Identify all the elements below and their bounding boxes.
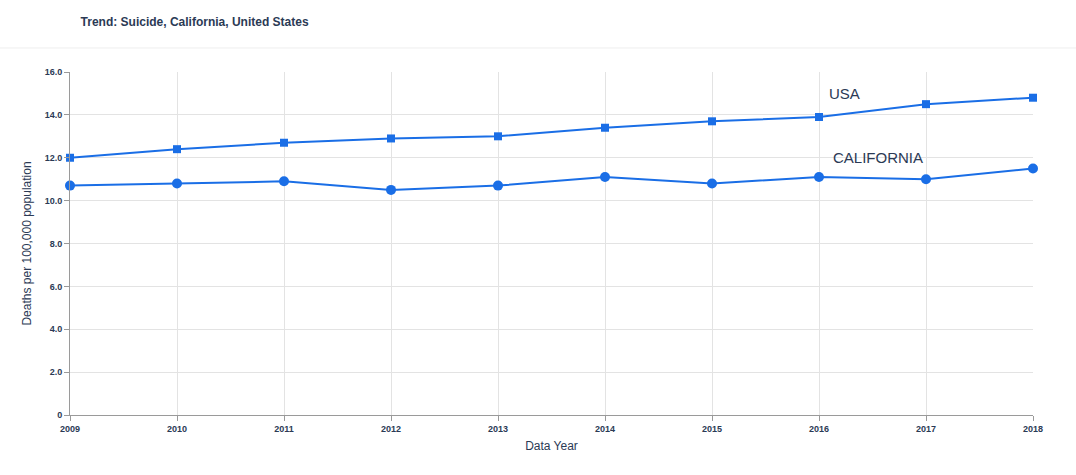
svg-text:2014: 2014 bbox=[595, 424, 615, 434]
svg-text:14.0: 14.0 bbox=[45, 110, 63, 120]
svg-text:2.0: 2.0 bbox=[50, 367, 63, 377]
svg-text:6.0: 6.0 bbox=[50, 282, 63, 292]
svg-text:USA: USA bbox=[829, 85, 860, 102]
svg-text:2017: 2017 bbox=[916, 424, 936, 434]
svg-text:2010: 2010 bbox=[167, 424, 187, 434]
svg-text:2013: 2013 bbox=[488, 424, 508, 434]
svg-text:2009: 2009 bbox=[60, 424, 80, 434]
svg-text:10.0: 10.0 bbox=[45, 196, 63, 206]
svg-text:Data Year: Data Year bbox=[525, 439, 578, 453]
svg-text:Deaths per 100,000 population: Deaths per 100,000 population bbox=[20, 161, 34, 325]
svg-text:Trend: Suicide, California, Un: Trend: Suicide, California, United State… bbox=[81, 15, 309, 29]
svg-text:0: 0 bbox=[57, 410, 62, 420]
svg-text:12.0: 12.0 bbox=[45, 153, 63, 163]
svg-text:2015: 2015 bbox=[702, 424, 722, 434]
svg-text:4.0: 4.0 bbox=[50, 324, 63, 334]
svg-text:2011: 2011 bbox=[274, 424, 294, 434]
svg-text:2012: 2012 bbox=[381, 424, 401, 434]
svg-text:16.0: 16.0 bbox=[45, 67, 63, 77]
svg-text:CALIFORNIA: CALIFORNIA bbox=[833, 149, 923, 166]
svg-text:2016: 2016 bbox=[809, 424, 829, 434]
svg-text:8.0: 8.0 bbox=[50, 239, 63, 249]
svg-text:2018: 2018 bbox=[1023, 424, 1043, 434]
